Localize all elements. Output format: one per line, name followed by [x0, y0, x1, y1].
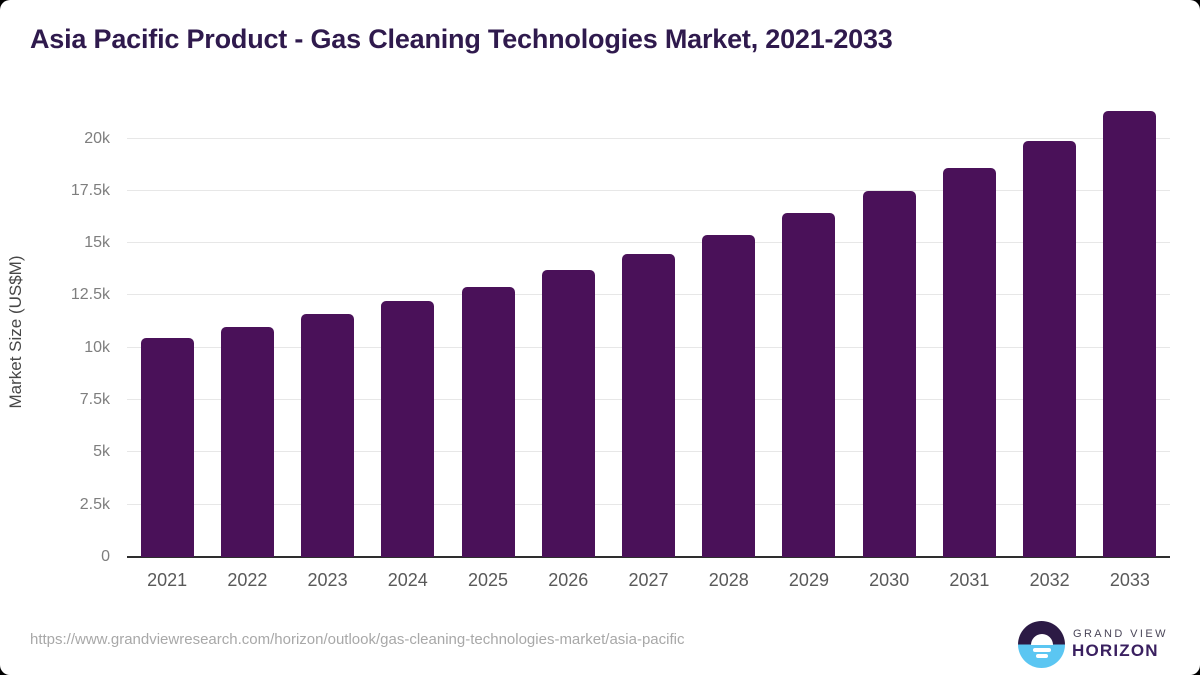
- gridline-15k: [127, 242, 1170, 244]
- x-label-2030: 2030: [869, 570, 910, 590]
- logo-product-name: HORIZON: [1072, 641, 1159, 660]
- x-label-2025: 2025: [468, 570, 509, 590]
- y-tick-label-20k: 20k: [84, 129, 110, 147]
- bar-2022[interactable]: [220, 326, 274, 557]
- x-label-2022: 2022: [227, 570, 268, 590]
- y-tick-label-2.5k: 2.5k: [79, 495, 110, 513]
- chart-title: Asia Pacific Product - Gas Cleaning Tech…: [30, 24, 893, 54]
- bar-2021[interactable]: [140, 338, 194, 557]
- x-label-2032: 2032: [1029, 570, 1070, 590]
- bar-2032[interactable]: [1023, 140, 1077, 557]
- logo-brand-name: GRAND VIEW: [1073, 628, 1168, 640]
- bar-2027[interactable]: [622, 253, 675, 557]
- bar-2031[interactable]: [942, 167, 996, 557]
- source-url: https://www.grandviewresearch.com/horizo…: [30, 631, 685, 648]
- x-label-2026: 2026: [548, 570, 589, 590]
- sun-reflection-line: [1032, 648, 1051, 652]
- y-tick-label-0: 0: [101, 548, 110, 565]
- horizon-sun-icon: [1018, 621, 1065, 668]
- sun-reflection-line: [1035, 654, 1048, 658]
- grand-view-horizon-logo: GRAND VIEW HORIZON: [1018, 620, 1188, 670]
- x-label-2024: 2024: [387, 570, 428, 590]
- bar-2030[interactable]: [862, 190, 916, 557]
- y-tick-label-10k: 10k: [84, 338, 110, 356]
- sun-shape: [1030, 633, 1053, 645]
- x-label-2023: 2023: [307, 570, 348, 590]
- bar-2023[interactable]: [301, 314, 355, 557]
- bar-2024[interactable]: [381, 300, 435, 557]
- bar-2025[interactable]: [461, 287, 515, 557]
- y-axis-tick-labels: 0 2.5k 5k 7.5k 10k 12.5k 15k 17.5k 20k: [0, 105, 110, 566]
- x-label-2031: 2031: [949, 570, 990, 590]
- y-tick-label-15k: 15k: [84, 234, 110, 252]
- y-tick-label-7.5k: 7.5k: [79, 391, 110, 409]
- gridline-17.5k: [127, 189, 1170, 191]
- y-tick-label-17.5k: 17.5k: [70, 181, 110, 199]
- x-label-2033: 2033: [1109, 570, 1150, 590]
- x-label-2021: 2021: [147, 570, 188, 590]
- gridline-20k: [127, 137, 1170, 139]
- x-label-2027: 2027: [628, 570, 669, 590]
- bar-2026[interactable]: [541, 270, 595, 557]
- bar-2033[interactable]: [1103, 111, 1157, 557]
- x-axis-category-labels: 2021 2022 2023 2024 2025 2026 2027 2028 2029 2030…: [127, 570, 1170, 596]
- plot-area: [127, 105, 1170, 558]
- x-label-2029: 2029: [788, 570, 829, 590]
- y-tick-label-12.5k: 12.5k: [70, 286, 110, 304]
- bar-2029[interactable]: [782, 212, 836, 557]
- bar-2028[interactable]: [702, 234, 756, 557]
- y-tick-label-5k: 5k: [93, 443, 110, 461]
- x-label-2028: 2028: [708, 570, 749, 590]
- x-axis-line: [127, 556, 1170, 558]
